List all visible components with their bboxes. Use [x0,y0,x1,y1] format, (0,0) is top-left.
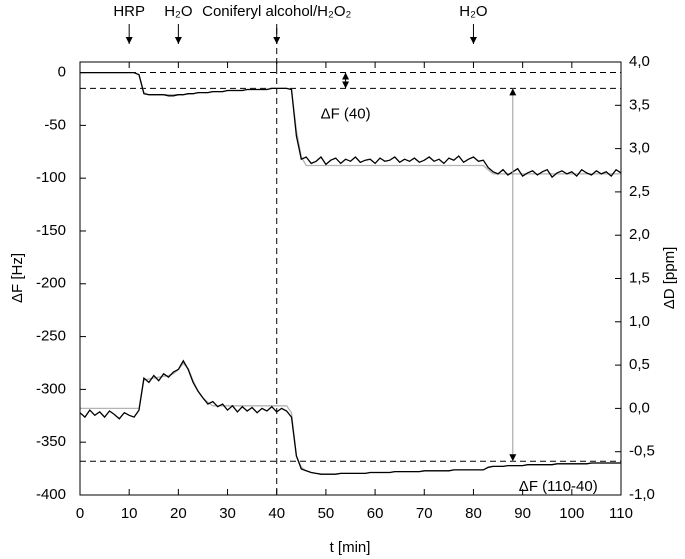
y2-tick-label: 1,0 [629,313,650,330]
x-tick-label: 20 [170,505,187,522]
y-tick-label: -350 [36,433,66,450]
event-label: H₂O [459,3,487,20]
data-line [80,362,621,475]
y-tick-label: -400 [36,486,66,503]
data-line [80,71,622,179]
y2-tick-label: 3,0 [629,140,650,157]
x-tick-label: 40 [268,505,285,522]
y-tick-label: 0 [58,64,66,81]
y-tick-label: -100 [36,169,66,186]
x-tick-label: 90 [514,505,531,522]
x-tick-label: 0 [76,505,84,522]
y-tick-label: -300 [36,380,66,397]
y-tick-label: -250 [36,328,66,345]
y-tick-label: -200 [36,275,66,292]
y2-tick-label: -0,5 [629,443,655,460]
y-tick-label: -150 [36,222,66,239]
x-tick-label: 50 [318,505,335,522]
y2-tick-label: 4,0 [629,53,650,70]
x-tick-label: 110 [609,505,633,522]
y2-tick-label: -1,0 [629,486,655,503]
y2-tick-label: 2,5 [629,183,650,200]
y2-tick-label: 0,5 [629,356,650,373]
span-label: ΔF (40) [321,105,371,122]
x-axis-title: t [min] [330,539,371,556]
y2-axis-title: ΔD [ppm] [661,247,678,310]
event-label: Coniferyl alcohol/H₂O₂ [202,3,351,20]
y2-tick-label: 0,0 [629,399,650,416]
y2-tick-label: 1,5 [629,269,650,286]
plot-frame [79,61,622,496]
x-tick-label: 70 [416,505,433,522]
x-tick-label: 30 [219,505,236,522]
data-line [79,359,621,475]
x-tick-label: 100 [559,505,584,522]
data-line [80,71,621,175]
event-label: HRP [113,3,145,20]
x-tick-label: 60 [367,505,384,522]
span-label: ΔF (110-40) [519,478,598,495]
y-tick-label: -50 [44,116,66,133]
y-axis-title: ΔF [Hz] [9,253,26,303]
x-tick-label: 80 [465,505,482,522]
y2-tick-label: 2,0 [629,226,650,243]
event-label: H₂O [164,3,192,20]
y2-tick-label: 3,5 [629,96,650,113]
x-tick-label: 10 [121,505,138,522]
